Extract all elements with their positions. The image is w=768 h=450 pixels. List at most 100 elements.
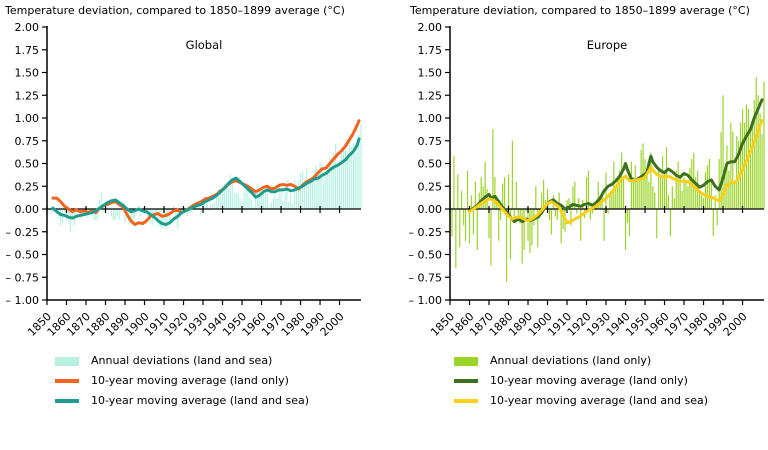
annual-deviation-bar	[734, 181, 736, 209]
annual-deviation-bar	[507, 174, 510, 209]
annual-deviation-bar	[247, 183, 249, 209]
annual-deviation-bar	[297, 179, 300, 209]
annual-deviation-bar	[488, 209, 490, 239]
annual-deviation-bar	[663, 170, 666, 209]
annual-deviation-bar	[303, 183, 306, 209]
annual-deviation-bar	[338, 165, 341, 209]
annual-deviation-bar	[280, 190, 282, 209]
y-tick-label: 2.00	[15, 21, 40, 34]
moving-average-land-and-sea-line	[468, 119, 764, 225]
y-tick-label: 0.25	[418, 180, 443, 193]
annual-deviation-bar	[523, 209, 525, 250]
annual-deviation-bar	[241, 201, 243, 209]
annual-deviation-bar	[646, 168, 648, 209]
annual-deviation-bar	[472, 209, 474, 235]
annual-deviation-bar	[180, 209, 183, 212]
y-tick-label: 0.75	[418, 135, 443, 148]
annual-deviation-bar	[580, 209, 582, 241]
annual-deviation-bar	[527, 209, 529, 241]
annual-deviation-bar	[253, 207, 255, 209]
annual-deviation-bar	[576, 209, 578, 214]
annual-deviation-bar	[358, 134, 360, 209]
annual-deviation-bar	[249, 198, 251, 209]
moving-average-land-and-sea-line	[51, 137, 361, 226]
annual-deviation-bar	[704, 172, 707, 209]
annual-deviation-bar	[607, 209, 609, 214]
annual-deviation-bar	[484, 161, 486, 209]
annual-deviation-bar	[216, 192, 218, 209]
legend-item: 10-year moving average (land only)	[55, 375, 384, 387]
annual-deviation-bar	[492, 128, 494, 209]
annual-deviation-bar	[451, 209, 453, 237]
annual-deviation-bar	[99, 199, 101, 209]
y-tick-label: 1.00	[15, 112, 40, 125]
annual-deviation-bar	[566, 199, 568, 209]
annual-deviation-bar	[97, 209, 99, 220]
annual-deviation-bar	[79, 209, 81, 219]
y-tick-label: – 0.25	[6, 226, 40, 239]
annual-deviation-bar	[720, 131, 722, 209]
annual-deviation-bar	[233, 193, 235, 209]
annual-deviation-bar	[48, 209, 50, 211]
annual-deviation-bar	[654, 192, 656, 209]
annual-deviation-bar	[235, 192, 237, 209]
annual-deviation-bar	[502, 183, 504, 209]
annual-deviation-bar	[617, 177, 619, 209]
annual-deviation-bar	[342, 147, 345, 209]
annual-deviation-bar	[718, 158, 720, 209]
annual-deviation-bar	[307, 183, 309, 209]
y-tick-label: – 0.75	[6, 271, 40, 284]
annual-deviation-bar	[239, 198, 241, 209]
annual-deviation-bar	[517, 209, 519, 219]
annual-deviation-bar	[550, 209, 553, 235]
annual-deviation-bar	[568, 198, 570, 209]
y-tick-label: – 0.25	[409, 226, 443, 239]
annual-deviation-bar	[541, 192, 543, 209]
chart-title: Temperature deviation, compared to 1850–…	[410, 4, 750, 17]
moving-average-land-and-sea-swatch	[454, 399, 478, 403]
annual-deviation-bar	[500, 209, 502, 220]
annual-deviation-bar	[706, 165, 709, 209]
annual-deviation-bar	[757, 95, 759, 209]
annual-deviation-bar	[112, 209, 114, 221]
y-tick-label: – 0.50	[409, 249, 443, 262]
y-tick-label: 1.25	[15, 89, 40, 102]
moving-average-land-only-swatch	[454, 379, 478, 383]
annual-deviation-bar	[260, 192, 263, 209]
y-tick-label: 1.50	[418, 67, 443, 80]
annual-deviation-bar	[114, 209, 116, 220]
annual-deviation-bar	[331, 168, 333, 209]
annual-deviation-bar	[638, 177, 640, 209]
y-tick-label: 2.00	[418, 21, 443, 34]
annual-deviation-bar	[350, 147, 352, 209]
annual-deviation-bar	[570, 209, 572, 226]
annual-deviation-bar	[346, 152, 348, 209]
legend-global: Annual deviations (land and sea) 10-year…	[0, 355, 384, 407]
annual-deviation-bar	[463, 209, 465, 226]
annual-deviation-bar	[634, 165, 636, 209]
legend-item: 10-year moving average (land only)	[454, 375, 768, 387]
moving-average-land-and-sea-swatch	[55, 399, 79, 403]
annual-deviation-bar	[50, 209, 52, 212]
annual-deviation-bar	[660, 174, 662, 209]
annual-deviation-bar	[537, 209, 539, 248]
annual-deviation-bar	[356, 143, 358, 209]
annual-deviation-bar	[186, 209, 189, 217]
annual-deviation-bar	[683, 177, 685, 209]
annual-deviation-bar	[163, 209, 165, 228]
annual-deviation-bar	[198, 206, 200, 209]
annual-deviation-bar	[591, 209, 593, 214]
annual-deviation-bar	[311, 179, 313, 209]
annual-deviation-bar	[268, 207, 270, 209]
annual-deviation-bar	[587, 170, 590, 209]
annual-deviation-bar	[603, 209, 605, 241]
annual-deviation-bar	[476, 209, 478, 250]
annual-deviation-bar	[700, 195, 703, 209]
annual-deviation-bar	[699, 192, 701, 209]
annual-deviation-bar	[457, 174, 459, 209]
y-tick-label: 1.75	[15, 44, 40, 57]
annual-deviation-bar	[521, 209, 523, 264]
annual-deviation-bar	[695, 177, 697, 209]
annual-deviation-bar	[740, 122, 742, 209]
legend-item: 10-year moving average (land and sea)	[454, 395, 768, 407]
